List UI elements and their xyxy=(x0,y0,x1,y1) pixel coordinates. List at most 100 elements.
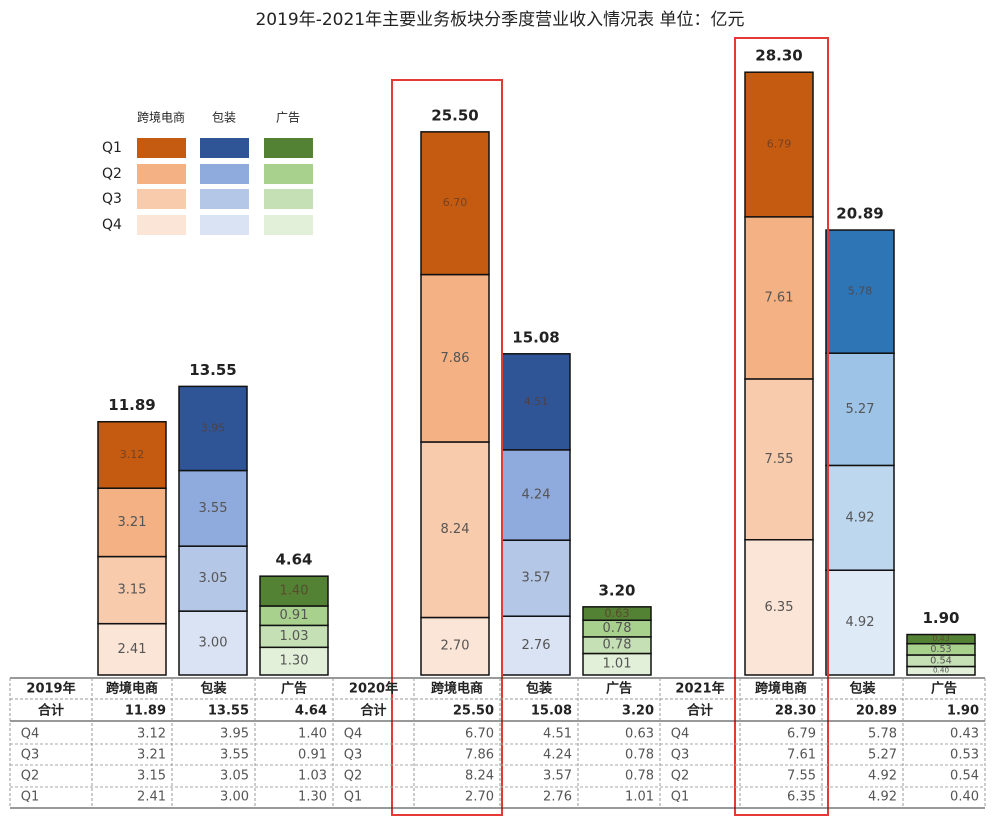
bar-segment xyxy=(906,633,976,645)
legend-label: Q2 xyxy=(102,166,122,182)
segment-label: 4.24 xyxy=(522,488,551,503)
table-total: 15.08 xyxy=(531,704,572,719)
table-header: 跨境电商 xyxy=(755,681,807,697)
table-cell: 5.27 xyxy=(868,748,897,763)
legend-swatch xyxy=(137,189,186,209)
table-cell: 5.78 xyxy=(868,727,897,742)
bar-segment xyxy=(501,353,571,451)
legend-swatch xyxy=(200,189,249,209)
legend-label: Q4 xyxy=(102,217,122,233)
table-cell: 3.15 xyxy=(137,769,166,784)
bar-segment xyxy=(420,441,490,619)
segment-label: 5.27 xyxy=(846,402,875,417)
bar-segment xyxy=(582,606,652,622)
table-cell: 0.40 xyxy=(950,790,979,805)
table-row-label: Q4 xyxy=(671,727,690,742)
table-row-label: Q1 xyxy=(671,790,690,805)
table-row-label: Q4 xyxy=(21,727,40,742)
table-header: 广告 xyxy=(931,681,957,697)
table-row-label: Q4 xyxy=(344,727,363,742)
segment-label: 0.78 xyxy=(603,638,632,653)
segment-label: 1.01 xyxy=(603,657,632,672)
table-cell: 7.61 xyxy=(787,748,816,763)
total-label: 3.20 xyxy=(598,581,635,599)
table-cell: 0.78 xyxy=(625,748,654,763)
segment-label: 1.40 xyxy=(280,584,309,599)
table-cell: 2.76 xyxy=(543,790,572,805)
table-row-label: Q1 xyxy=(344,790,363,805)
segment-label: 6.79 xyxy=(767,138,792,151)
table-cell: 1.03 xyxy=(298,769,327,784)
table-cell: 2.70 xyxy=(465,790,494,805)
bar-segment xyxy=(97,487,167,558)
bar-segment xyxy=(178,385,248,472)
legend-swatch xyxy=(137,164,186,184)
table-cell: 2.41 xyxy=(137,790,166,805)
total-label: 15.08 xyxy=(512,328,559,346)
legend-header: 跨境电商 xyxy=(137,110,185,125)
table-row-label: Q2 xyxy=(671,769,690,784)
bar-segment xyxy=(744,71,814,218)
legend-swatch xyxy=(200,215,249,235)
table-cell: 0.63 xyxy=(625,727,654,742)
bar-segment xyxy=(178,610,248,676)
table-header: 广告 xyxy=(606,681,632,697)
legend-swatch xyxy=(137,215,186,235)
bar-segment xyxy=(744,378,814,541)
segment-label: 0.63 xyxy=(604,606,629,620)
table-total: 25.50 xyxy=(453,704,494,719)
table-total-label: 合计 xyxy=(687,703,713,719)
bar-segment xyxy=(259,575,329,607)
table-cell: 4.92 xyxy=(868,790,897,805)
table-cell: 4.92 xyxy=(868,769,897,784)
segment-label: 0.54 xyxy=(930,656,952,667)
table-total: 20.89 xyxy=(856,704,897,719)
table-row-label: Q3 xyxy=(21,748,40,763)
highlight-box xyxy=(734,37,829,816)
legend-swatch xyxy=(200,138,249,158)
table-row-label: Q2 xyxy=(344,769,363,784)
segment-label: 7.86 xyxy=(441,351,470,366)
segment-label: 7.55 xyxy=(765,452,794,467)
table-header: 跨境电商 xyxy=(431,681,483,697)
legend-swatch xyxy=(137,138,186,158)
table-cell: 3.05 xyxy=(220,769,249,784)
segment-label: 0.43 xyxy=(932,634,949,643)
table-total-label: 合计 xyxy=(38,703,64,719)
table-cell: 3.00 xyxy=(220,790,249,805)
segment-label: 2.76 xyxy=(522,638,551,653)
table-cell: 1.01 xyxy=(625,790,654,805)
segment-label: 0.53 xyxy=(930,644,951,655)
table-total-label: 合计 xyxy=(360,703,386,719)
segment-label: 6.35 xyxy=(765,600,794,615)
total-label: 4.64 xyxy=(275,551,312,569)
bar-segment xyxy=(420,131,490,276)
legend-label: Q3 xyxy=(102,191,122,207)
legend-swatch xyxy=(264,215,313,235)
table-cell: 3.55 xyxy=(220,748,249,763)
table-total: 13.55 xyxy=(208,704,249,719)
total-label: 28.30 xyxy=(755,47,802,65)
table-cell: 3.57 xyxy=(543,769,572,784)
highlight-box xyxy=(391,79,503,816)
table-cell: 1.40 xyxy=(298,727,327,742)
table-cell: 0.54 xyxy=(950,769,979,784)
table-cell: 6.35 xyxy=(787,790,816,805)
table-header: 2021年 xyxy=(675,681,724,697)
segment-label: 5.78 xyxy=(848,285,873,298)
total-label: 11.89 xyxy=(108,396,155,414)
table-header: 包装 xyxy=(849,681,875,697)
bar-segment xyxy=(178,469,248,547)
segment-label: 3.05 xyxy=(199,571,228,586)
table-cell: 6.70 xyxy=(465,727,494,742)
table-header: 跨境电商 xyxy=(106,681,158,697)
total-label: 1.90 xyxy=(922,609,959,627)
segment-label: 3.21 xyxy=(118,515,147,530)
table-total: 1.90 xyxy=(947,704,979,719)
table-total: 11.89 xyxy=(125,704,166,719)
chart-title: 2019年-2021年主要业务板块分季度营业收入情况表 单位：亿元 xyxy=(255,10,744,30)
bar-segment xyxy=(825,229,895,354)
segment-label: 4.92 xyxy=(846,510,875,525)
segment-label: 0.91 xyxy=(280,608,309,623)
table-cell: 0.91 xyxy=(298,748,327,763)
